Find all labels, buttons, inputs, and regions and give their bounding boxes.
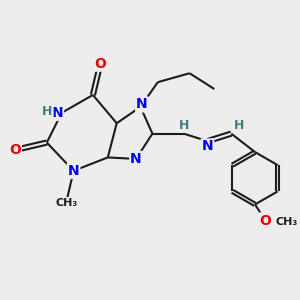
Text: H: H	[233, 119, 244, 132]
Text: N: N	[136, 98, 148, 112]
Text: N: N	[51, 106, 63, 120]
Text: CH₃: CH₃	[55, 198, 77, 208]
Text: N: N	[130, 152, 142, 166]
Text: CH₃: CH₃	[275, 217, 297, 227]
Text: H: H	[179, 119, 189, 132]
Text: O: O	[94, 57, 106, 71]
Text: N: N	[68, 164, 80, 178]
Text: N: N	[202, 140, 213, 153]
Text: O: O	[260, 214, 272, 227]
Text: H: H	[42, 105, 52, 118]
Text: O: O	[9, 143, 21, 157]
